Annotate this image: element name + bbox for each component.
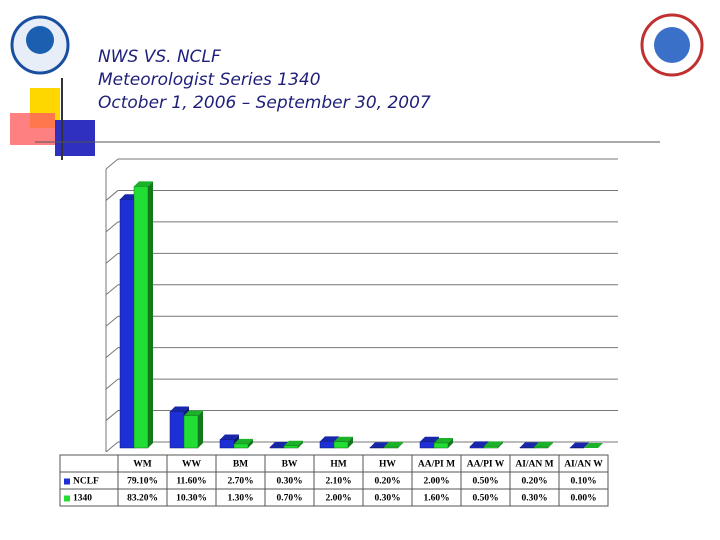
bar-top [234,438,253,444]
bar [483,446,499,449]
bar [283,445,299,449]
x-tick-label: AI/AN M [515,460,553,470]
bar-top [520,442,539,448]
data-label: 0.30% [276,477,302,487]
data-label: 2.70% [227,477,253,487]
bar [133,186,149,449]
legend-swatch [64,495,70,502]
bar-side [148,181,153,449]
bar-top [384,442,403,448]
bar-top [334,436,353,442]
bar-side [548,442,553,448]
data-label: 0.10% [570,477,596,487]
title-line: Meteorologist Series 1340 [98,70,321,90]
bar-side [398,442,403,448]
noaa-logo-inner [26,26,54,54]
x-tick-label: AA/PI M [418,460,455,470]
data-label: 1.30% [227,494,253,504]
grid-line-side [105,347,119,359]
data-label: 0.50% [472,477,498,487]
grid-line-side [105,441,119,453]
bar-top [570,442,589,448]
grid-line-side [105,284,119,296]
data-label: 0.30% [521,494,547,504]
data-label: 10.30% [176,494,207,504]
data-label: 2.00% [325,494,351,504]
grid-line-side [105,190,119,201]
bar [369,447,385,449]
data-label: 83.20% [127,494,158,504]
bar-top [320,436,339,442]
title-line: October 1, 2006 – September 30, 2007 [98,93,431,113]
data-label: 0.00% [570,494,596,504]
bar [469,446,485,449]
bar [269,446,285,449]
grid-line-side [105,315,119,327]
bar [219,439,235,449]
bar-top [370,442,389,448]
bar [169,411,185,449]
x-tick-label: BW [282,460,298,470]
bar-side [298,440,303,448]
x-tick-label: BM [233,460,248,470]
x-tick-label: HM [330,460,346,470]
bar-side [448,437,453,448]
x-tick-label: WM [133,460,152,470]
bar-side [348,436,353,448]
bar-top [220,434,239,440]
legend-label: 1340 [73,494,92,504]
bar-top [134,181,153,187]
bar-side [198,410,203,448]
grid-line-side [105,158,119,170]
bar [333,441,349,449]
x-tick-label: AA/PI W [467,460,505,470]
bar [183,415,199,449]
data-label: 0.70% [276,494,302,504]
decor [10,113,55,145]
bar-top [420,436,439,442]
nws-logo-inner [654,27,690,63]
data-label: 79.10% [127,477,158,487]
grid-line-side [105,221,119,233]
data-label: 1.60% [423,494,449,504]
data-label: 0.30% [374,494,400,504]
data-label: 11.60% [176,477,206,487]
bar-top [470,441,489,447]
x-tick-label: WW [182,460,202,470]
bar-side [248,438,253,448]
data-label: 2.00% [423,477,449,487]
legend-label: NCLF [73,477,99,487]
bar-side [584,442,589,448]
data-label: 0.20% [374,477,400,487]
bar-side [498,441,503,448]
bar [519,447,535,449]
bar-top [170,406,189,412]
bar-top [534,442,553,448]
bar [119,199,135,449]
bar [233,443,249,449]
bar [419,441,435,449]
bar-top [284,440,303,446]
data-label: 0.50% [472,494,498,504]
x-tick-label: HW [379,460,396,470]
bar [383,446,399,449]
bar [533,446,549,449]
data-label: 0.20% [521,477,547,487]
data-label: 2.10% [325,477,351,487]
bar [319,441,335,449]
bar-top [484,441,503,447]
bar [433,442,449,449]
bar-top [184,410,203,416]
title-line: NWS VS. NCLF [98,47,221,67]
grid-line-side [105,252,119,264]
bar-top [434,437,453,443]
x-tick-label: AI/AN W [564,460,603,470]
bar-top [584,443,603,448]
grid-line-side [105,410,119,421]
grid-line-side [105,378,119,390]
legend-swatch [64,478,70,485]
table-frame [59,454,609,507]
